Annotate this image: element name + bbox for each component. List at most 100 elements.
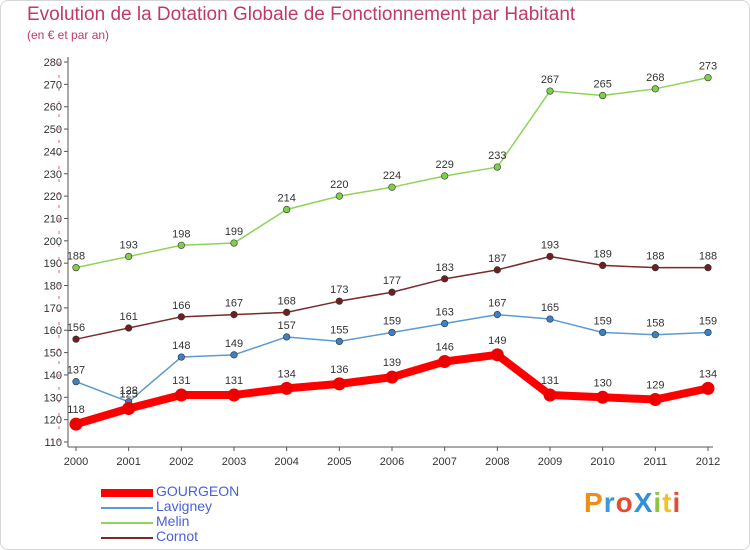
data-point-cornot (283, 308, 291, 316)
logo-letter: i (672, 487, 682, 518)
y-tick-label: 190 (44, 258, 62, 270)
data-label-gourgeon: 146 (435, 342, 453, 354)
data-point-cornot (493, 266, 501, 274)
data-label-gourgeon: 134 (699, 368, 717, 380)
data-point-gourgeon (227, 388, 241, 402)
y-tick-label: 170 (44, 303, 62, 315)
logo-letter: i (653, 487, 663, 518)
data-point-melin (493, 163, 501, 171)
data-label-cornot: 193 (541, 239, 559, 251)
data-point-lavigney (283, 333, 291, 341)
chart-subtitle: (en € et par an) (27, 28, 110, 42)
data-label-lavigney: 167 (488, 298, 506, 310)
data-point-gourgeon (596, 390, 610, 404)
legend-label-melin: Melin (156, 513, 190, 529)
data-label-gourgeon: 134 (277, 368, 295, 380)
y-tick-label: 240 (44, 146, 62, 158)
data-point-melin (704, 74, 712, 82)
x-tick-label: 2005 (327, 456, 351, 468)
data-label-lavigney: 137 (67, 365, 85, 377)
x-tick-label: 2009 (538, 456, 562, 468)
data-point-lavigney (546, 315, 554, 323)
data-label-cornot: 188 (699, 251, 717, 263)
x-tick-label: 2002 (169, 456, 193, 468)
data-point-lavigney (493, 310, 501, 319)
logo-letter: P (584, 487, 604, 518)
data-point-lavigney (704, 328, 712, 337)
data-point-cornot (177, 313, 185, 321)
data-label-lavigney: 149 (225, 338, 243, 350)
data-point-lavigney (388, 328, 396, 337)
data-point-cornot (72, 335, 80, 343)
y-tick-label: 260 (44, 102, 62, 114)
data-label-lavigney: 157 (277, 320, 295, 332)
data-point-lavigney (230, 351, 238, 359)
logo-letter: o (615, 487, 634, 518)
data-label-lavigney: 159 (593, 315, 611, 327)
data-label-melin: 214 (277, 193, 295, 205)
data-label-lavigney: 158 (646, 318, 664, 330)
data-label-cornot: 156 (67, 322, 85, 334)
y-tick-label: 200 (44, 236, 62, 248)
data-label-gourgeon: 149 (488, 335, 506, 347)
data-label-cornot: 161 (119, 311, 137, 323)
data-point-melin (651, 85, 659, 93)
data-point-melin (441, 172, 449, 180)
data-point-melin (125, 252, 133, 261)
data-point-gourgeon (332, 377, 346, 391)
data-label-melin: 198 (172, 228, 190, 240)
x-tick-label: 2010 (590, 456, 614, 468)
data-label-cornot: 189 (593, 248, 611, 260)
data-point-cornot (599, 261, 607, 270)
data-label-lavigney: 148 (172, 340, 190, 352)
data-label-gourgeon: 131 (172, 375, 190, 387)
y-tick-label: 140 (44, 370, 62, 382)
logo-letter: t (662, 487, 673, 518)
data-point-lavigney (651, 331, 659, 339)
legend-swatch-gourgeon (101, 489, 153, 497)
data-label-melin: 193 (119, 239, 137, 251)
proxiti-logo: ProXiti (584, 487, 681, 519)
logo-letter: X (633, 487, 654, 518)
data-point-melin (230, 239, 238, 247)
data-label-gourgeon: 131 (225, 375, 243, 387)
legend-label-lavigney: Lavigney (156, 498, 213, 514)
x-tick-label: 2006 (380, 456, 404, 468)
y-tick-label: 110 (44, 437, 62, 449)
data-point-gourgeon (122, 401, 136, 415)
data-label-cornot: 188 (646, 251, 664, 263)
data-label-gourgeon: 136 (330, 364, 348, 376)
data-label-lavigney: 155 (330, 324, 348, 336)
data-point-gourgeon (69, 417, 83, 431)
data-label-melin: 267 (541, 74, 559, 86)
data-point-lavigney (441, 319, 449, 328)
data-label-gourgeon: 131 (541, 375, 559, 387)
data-point-gourgeon (280, 381, 294, 395)
data-label-melin: 224 (383, 170, 401, 182)
data-label-melin: 273 (699, 61, 717, 73)
data-label-gourgeon: 139 (383, 357, 401, 369)
y-tick-label: 120 (44, 415, 62, 427)
data-label-cornot: 166 (172, 300, 190, 312)
data-label-melin: 220 (330, 179, 348, 191)
legend-swatch-lavigney (101, 507, 153, 509)
data-label-gourgeon: 129 (646, 380, 664, 392)
data-label-lavigney: 159 (699, 315, 717, 327)
y-tick-label: 230 (44, 169, 62, 181)
x-tick-label: 2004 (274, 456, 298, 468)
data-label-melin: 268 (646, 72, 664, 84)
data-label-cornot: 167 (225, 298, 243, 310)
data-point-gourgeon (438, 355, 452, 369)
data-point-melin (546, 87, 554, 95)
logo-letter: r (603, 487, 616, 518)
data-label-lavigney: 128 (119, 385, 137, 397)
x-tick-label: 2008 (485, 456, 509, 468)
data-point-gourgeon (543, 388, 557, 402)
data-label-gourgeon: 118 (67, 404, 85, 416)
data-label-lavigney: 163 (435, 307, 453, 319)
y-tick-label: 270 (44, 79, 62, 91)
legend-label-cornot: Cornot (156, 528, 199, 544)
data-point-lavigney (72, 378, 80, 386)
